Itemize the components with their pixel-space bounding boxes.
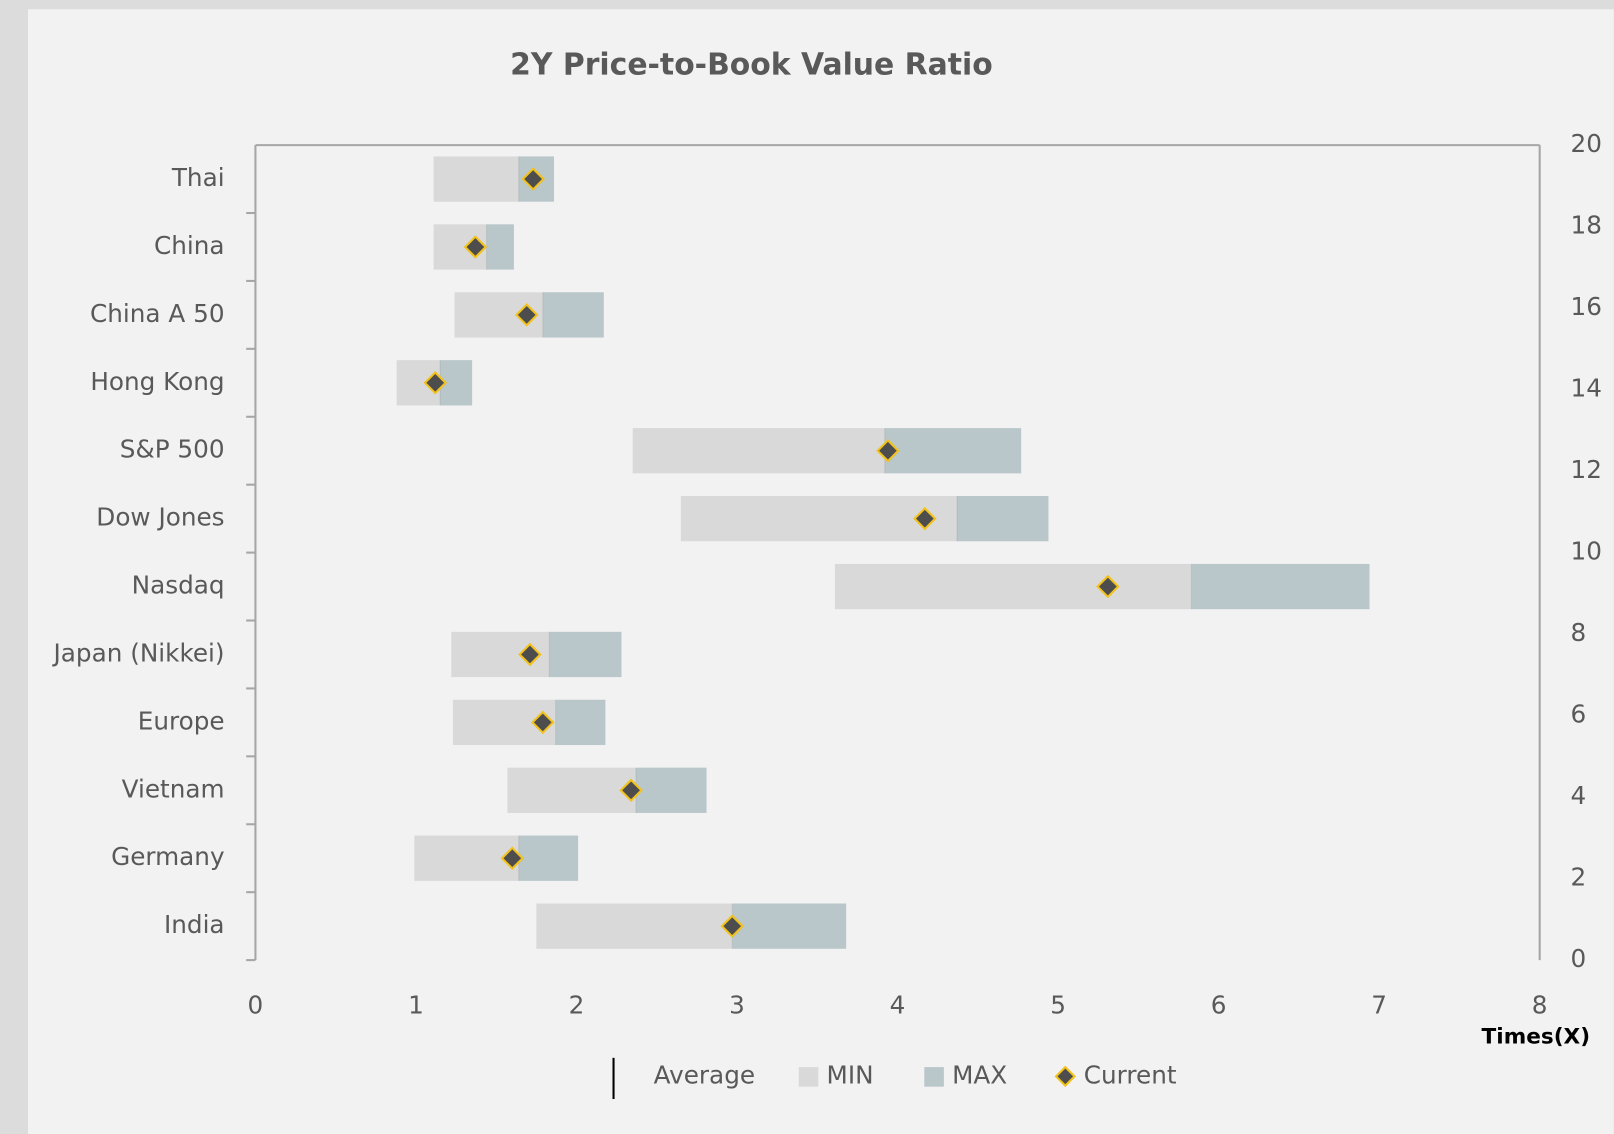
max-bar	[518, 835, 579, 881]
current-marker	[531, 710, 555, 735]
x-tick-label: 8	[1532, 990, 1548, 1019]
legend-swatch	[924, 1067, 944, 1087]
y2-tick-label: 14	[1571, 374, 1602, 403]
y-tick-label: S&P 500	[120, 435, 225, 464]
y2-tick-label: 8	[1571, 618, 1587, 647]
min-bar	[507, 767, 636, 813]
max-bar	[486, 224, 514, 270]
min-bar	[680, 495, 957, 542]
legend-label: Average	[654, 1060, 755, 1089]
y-tick-label: India	[164, 910, 225, 939]
y2-tick-label: 4	[1571, 781, 1587, 810]
y-tick-label: Europe	[138, 706, 225, 735]
y2-tick-label: 6	[1571, 700, 1587, 729]
legend-label: MAX	[952, 1060, 1007, 1089]
y-tick-label: China A 50	[90, 299, 225, 328]
current-marker	[514, 303, 539, 327]
y-tick-label: Dow Jones	[96, 503, 224, 532]
x-tick-label: 6	[1211, 990, 1227, 1019]
max-bar	[635, 767, 707, 813]
x-tick-label: 2	[569, 990, 585, 1019]
min-bar	[834, 563, 1192, 610]
y2-tick-label: 16	[1571, 292, 1602, 321]
current-marker	[521, 167, 545, 191]
min-bar	[433, 156, 519, 202]
max-bar	[884, 428, 1022, 474]
current-marker	[720, 914, 744, 938]
legend-label: MIN	[827, 1060, 874, 1089]
y2-tick-label: 2	[1571, 863, 1587, 892]
y-tick-label: Vietnam	[122, 774, 225, 803]
min-bar	[536, 903, 733, 949]
current-marker	[876, 438, 900, 463]
x-tick-label: 4	[890, 990, 906, 1019]
y2-tick-label: 20	[1571, 129, 1602, 158]
current-marker	[463, 235, 488, 259]
y-tick-label: Japan (Nikkei)	[52, 638, 225, 667]
x-tick-label: 7	[1371, 990, 1387, 1019]
legend-swatch	[798, 1067, 819, 1087]
y-tick-label: Hong Kong	[90, 367, 224, 396]
current-marker	[423, 371, 447, 395]
x-tick-label: 5	[1050, 990, 1066, 1019]
y2-tick-label: 0	[1571, 944, 1587, 973]
y2-tick-label: 10	[1571, 537, 1602, 566]
current-marker	[619, 778, 643, 803]
y2-tick-label: 12	[1571, 455, 1602, 484]
x-tick-label: 3	[729, 990, 745, 1019]
y-tick-label: Nasdaq	[132, 571, 225, 600]
max-bar	[732, 903, 847, 949]
max-bar	[555, 699, 606, 746]
max-bar	[549, 631, 622, 678]
chart-title: 2Y Price-to-Book Value Ratio	[510, 47, 993, 82]
min-bar	[632, 428, 885, 474]
legend-label: Current	[1084, 1060, 1177, 1089]
current-marker	[518, 642, 542, 667]
x-tick-label: 0	[248, 990, 264, 1019]
x-axis-label: Times(X)	[1482, 1024, 1591, 1049]
current-marker	[1096, 574, 1120, 599]
legend-swatch	[1054, 1065, 1077, 1088]
current-marker	[913, 506, 937, 531]
max-bar	[1191, 563, 1370, 610]
y2-tick-label: 18	[1571, 211, 1602, 240]
y-tick-label: Thai	[171, 163, 225, 192]
y-tick-label: China	[154, 231, 225, 260]
max-bar	[956, 495, 1049, 542]
panel	[28, 9, 1614, 1134]
x-tick-label: 1	[408, 990, 424, 1019]
max-bar	[542, 292, 604, 338]
y-tick-label: Germany	[111, 842, 224, 871]
current-marker	[500, 846, 525, 870]
